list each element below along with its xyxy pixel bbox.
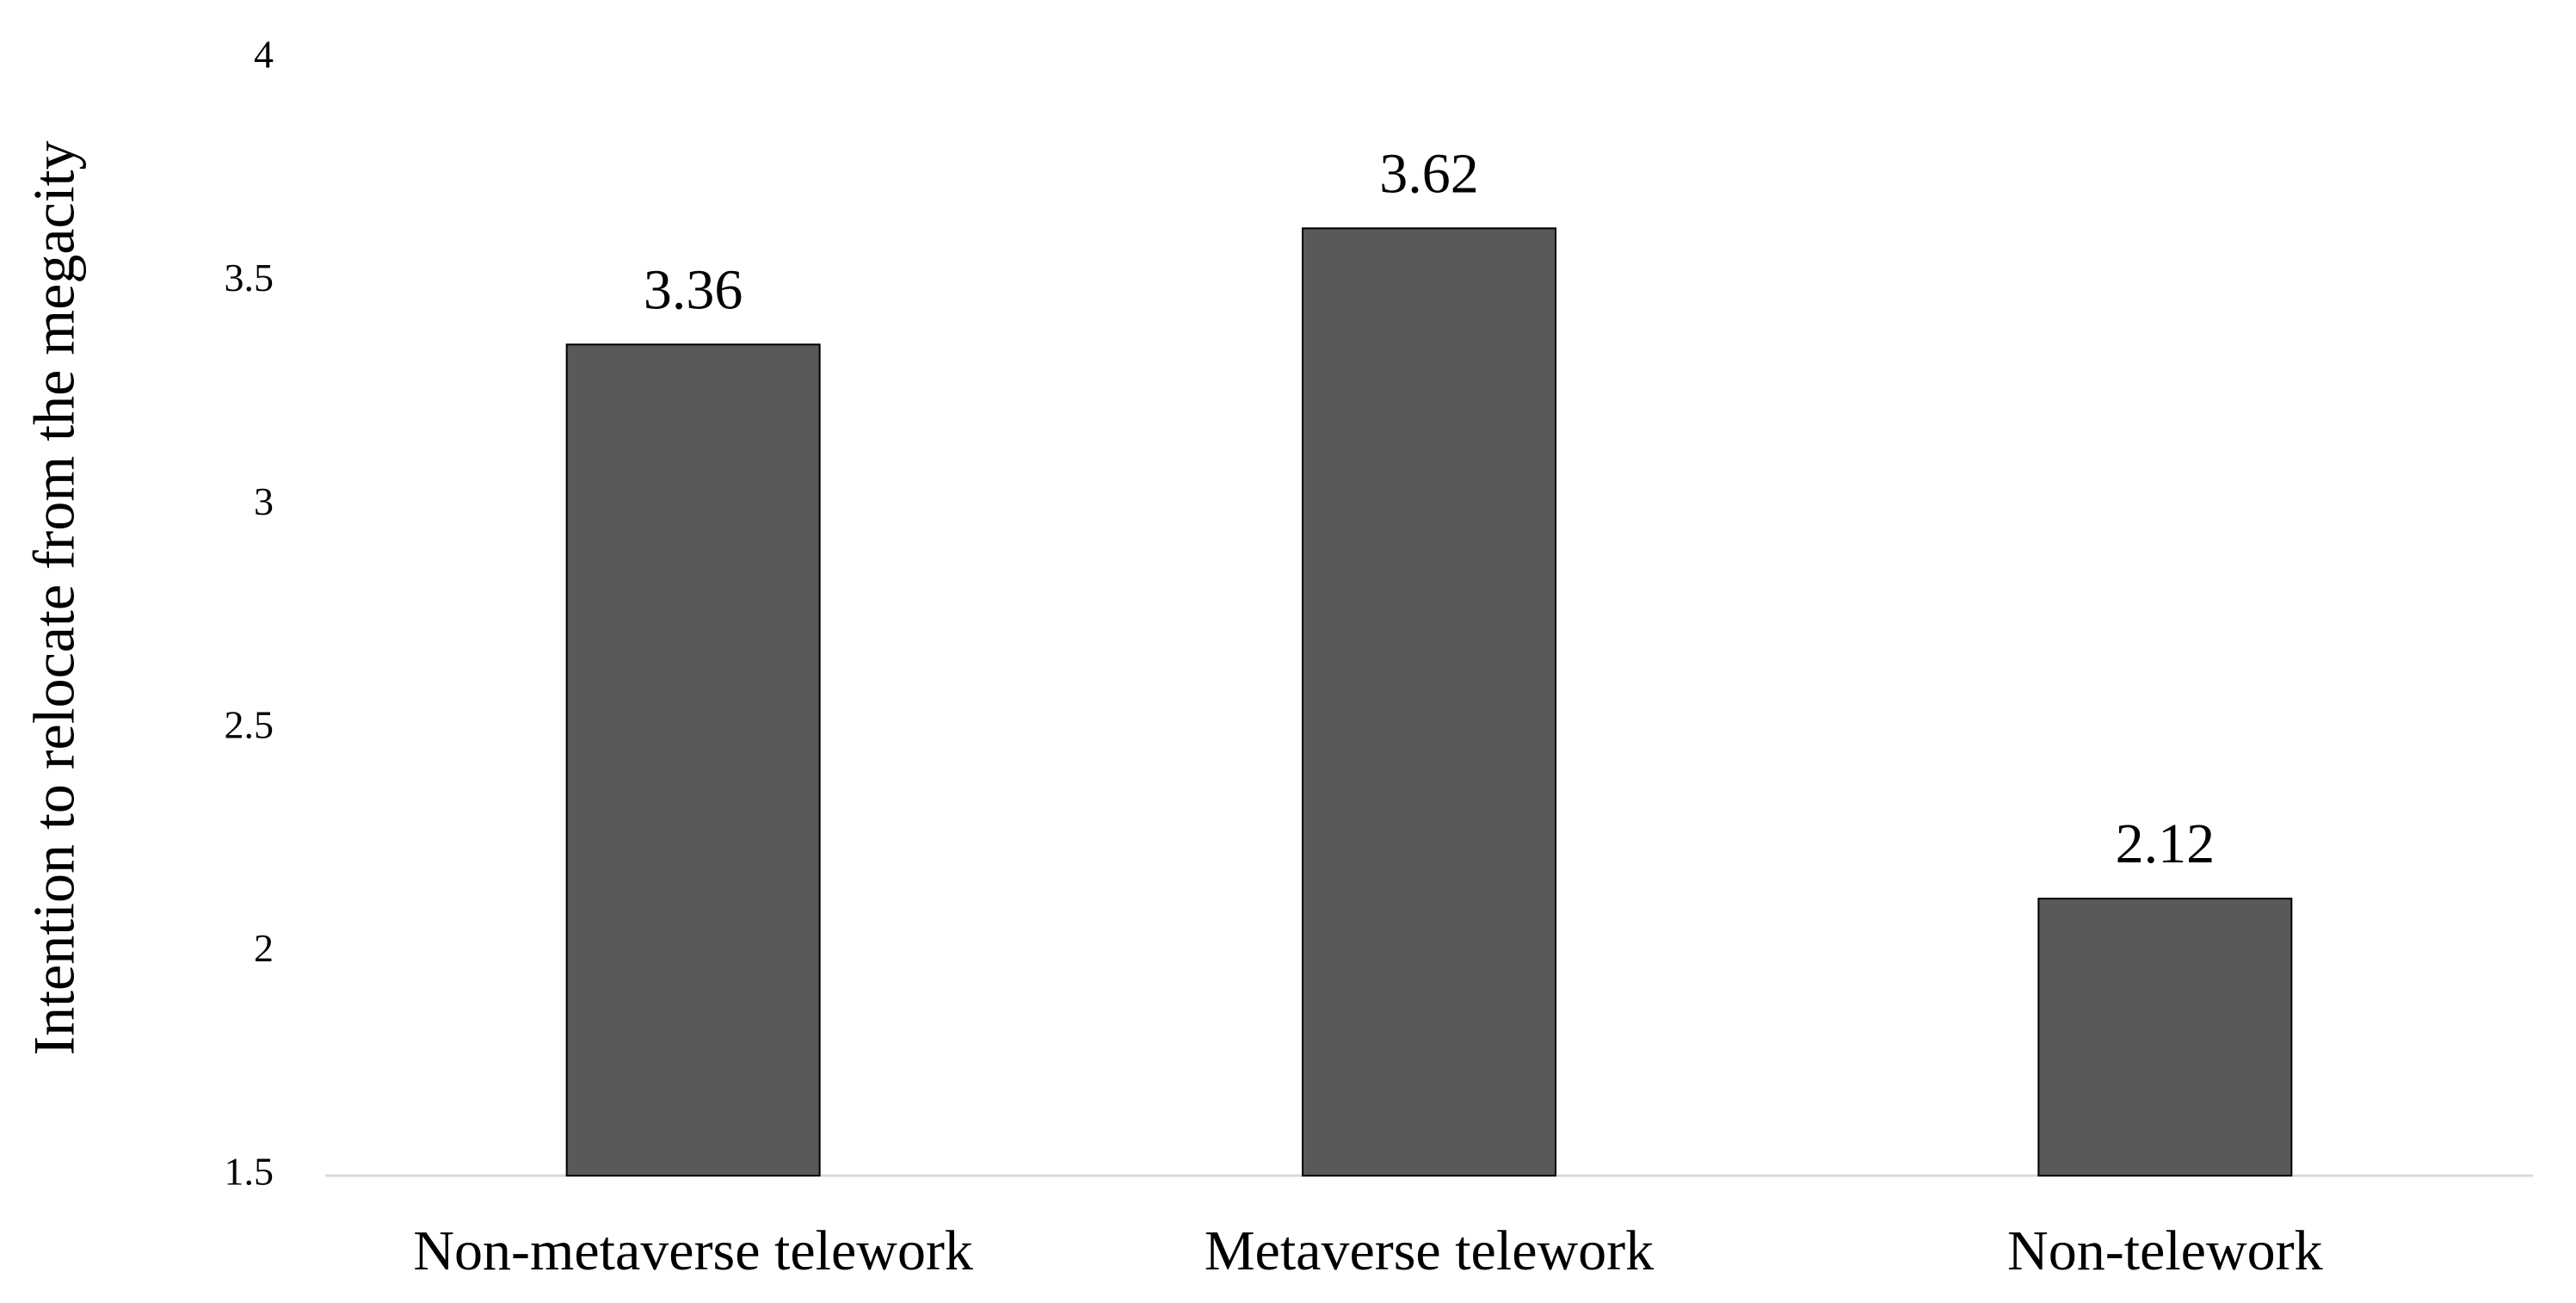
y-tick-label: 3	[254, 479, 274, 523]
x-axis-category-labels: Non-metaverse telework Metaverse telework…	[413, 1220, 2322, 1282]
data-label: 3.62	[1379, 142, 1479, 205]
x-category-label: Non-telework	[2007, 1220, 2323, 1282]
y-tick-label: 4	[254, 33, 274, 77]
data-label: 3.36	[644, 258, 743, 321]
bars	[565, 227, 2293, 1176]
bar	[2037, 898, 2293, 1176]
y-axis-title: Intention to relocate from the megacity	[22, 140, 87, 1055]
bar	[1302, 227, 1556, 1176]
data-labels: 3.36 3.62 2.12	[644, 142, 2215, 875]
y-tick-label: 1.5	[225, 1150, 274, 1194]
y-tick-label: 3.5	[225, 256, 274, 300]
y-axis-ticks: 1.5 2 2.5 3 3.5 4	[225, 33, 274, 1194]
y-tick-label: 2.5	[225, 702, 274, 746]
y-tick-label: 2	[254, 926, 274, 970]
x-category-label: Non-metaverse telework	[413, 1220, 973, 1282]
data-label: 2.12	[2116, 812, 2215, 875]
bar	[565, 343, 821, 1176]
x-category-label: Metaverse telework	[1205, 1220, 1654, 1282]
